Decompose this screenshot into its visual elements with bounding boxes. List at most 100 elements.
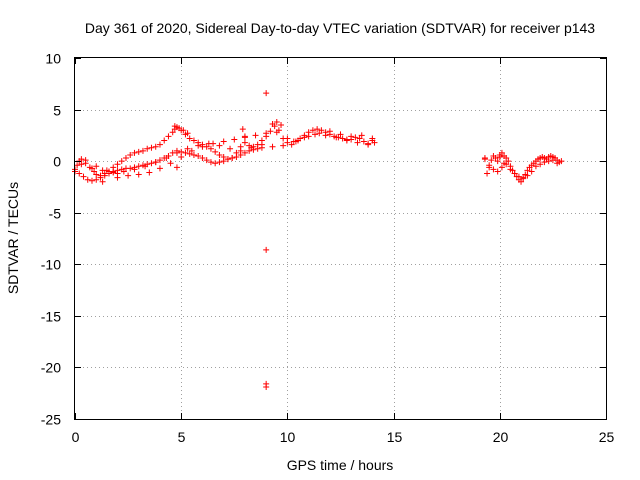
data-point bbox=[314, 126, 321, 133]
data-point bbox=[146, 169, 153, 176]
data-point bbox=[99, 178, 106, 185]
data-point bbox=[490, 166, 497, 173]
data-point bbox=[186, 135, 193, 142]
data-point bbox=[178, 148, 185, 155]
data-point bbox=[278, 122, 285, 129]
data-point bbox=[139, 147, 146, 154]
data-point bbox=[78, 161, 85, 168]
y-tick-label: 5 bbox=[53, 103, 61, 119]
data-point bbox=[360, 138, 367, 145]
x-tick-label: 15 bbox=[387, 429, 403, 445]
data-point bbox=[184, 145, 191, 152]
data-point bbox=[305, 133, 312, 140]
y-tick-label: -10 bbox=[41, 257, 61, 273]
data-point bbox=[195, 142, 202, 149]
data-point bbox=[199, 143, 206, 150]
data-point bbox=[354, 139, 361, 146]
data-point bbox=[220, 138, 227, 145]
data-point bbox=[263, 130, 270, 137]
data-point bbox=[212, 148, 219, 155]
data-point bbox=[163, 155, 170, 162]
data-point bbox=[220, 158, 227, 165]
data-point bbox=[494, 168, 501, 175]
x-tick-label: 5 bbox=[178, 429, 186, 445]
data-point bbox=[180, 127, 187, 134]
data-point bbox=[241, 149, 248, 156]
data-point bbox=[188, 147, 195, 154]
data-point bbox=[114, 174, 121, 181]
data-point bbox=[511, 170, 518, 177]
data-point bbox=[309, 127, 316, 134]
data-point bbox=[135, 148, 142, 155]
data-point bbox=[178, 154, 185, 161]
data-point bbox=[216, 142, 223, 149]
data-point bbox=[322, 132, 329, 139]
data-point bbox=[91, 168, 98, 175]
data-point bbox=[101, 172, 108, 179]
data-point bbox=[494, 158, 501, 165]
data-point bbox=[290, 138, 297, 145]
data-point bbox=[532, 163, 539, 170]
data-point bbox=[114, 161, 121, 168]
y-axis-label: SDTVAR / TECUs bbox=[5, 182, 21, 294]
data-point bbox=[484, 170, 491, 177]
x-tick-label: 0 bbox=[72, 429, 80, 445]
data-point bbox=[333, 134, 340, 141]
data-point bbox=[356, 135, 363, 142]
data-point bbox=[190, 151, 197, 158]
data-point bbox=[76, 170, 83, 177]
data-point bbox=[152, 143, 159, 150]
data-point bbox=[549, 157, 556, 164]
data-point bbox=[343, 136, 350, 143]
data-point bbox=[545, 158, 552, 165]
data-point bbox=[97, 174, 104, 181]
data-point bbox=[358, 132, 365, 139]
data-point bbox=[127, 165, 134, 172]
data-point bbox=[105, 170, 112, 177]
data-point bbox=[288, 141, 295, 148]
y-tick-label: -5 bbox=[49, 206, 62, 222]
data-point bbox=[171, 123, 178, 130]
data-point bbox=[498, 164, 505, 171]
data-point bbox=[93, 163, 100, 170]
data-point bbox=[227, 145, 234, 152]
data-point bbox=[239, 126, 246, 133]
data-point bbox=[131, 166, 138, 173]
data-point bbox=[492, 155, 499, 162]
data-point bbox=[173, 149, 180, 156]
data-point bbox=[503, 155, 510, 162]
x-tick-label: 25 bbox=[599, 429, 615, 445]
data-point bbox=[515, 173, 522, 180]
data-point bbox=[93, 176, 100, 183]
data-point bbox=[541, 159, 548, 166]
data-point bbox=[82, 157, 89, 164]
data-point bbox=[93, 171, 100, 178]
axis-ticks bbox=[75, 58, 607, 420]
data-point bbox=[205, 140, 212, 147]
data-point bbox=[118, 158, 125, 165]
data-point bbox=[156, 141, 163, 148]
data-point bbox=[165, 133, 172, 140]
data-point bbox=[78, 156, 85, 163]
data-point bbox=[148, 144, 155, 151]
x-axis-label: GPS time / hours bbox=[287, 457, 394, 473]
data-point bbox=[316, 130, 323, 137]
data-point bbox=[182, 149, 189, 156]
data-point bbox=[216, 151, 223, 158]
y-tick-label: 10 bbox=[45, 51, 61, 67]
data-point bbox=[120, 168, 127, 175]
grid-lines bbox=[75, 58, 606, 419]
data-point bbox=[99, 167, 106, 174]
data-point bbox=[246, 147, 253, 154]
data-point bbox=[173, 164, 180, 171]
data-point bbox=[169, 129, 176, 136]
data-point bbox=[167, 160, 174, 167]
data-point bbox=[80, 173, 87, 180]
data-point bbox=[127, 151, 134, 158]
data-point bbox=[122, 155, 129, 162]
data-point bbox=[528, 168, 535, 175]
data-point bbox=[161, 137, 168, 144]
data-point bbox=[135, 171, 142, 178]
data-point bbox=[326, 128, 333, 135]
